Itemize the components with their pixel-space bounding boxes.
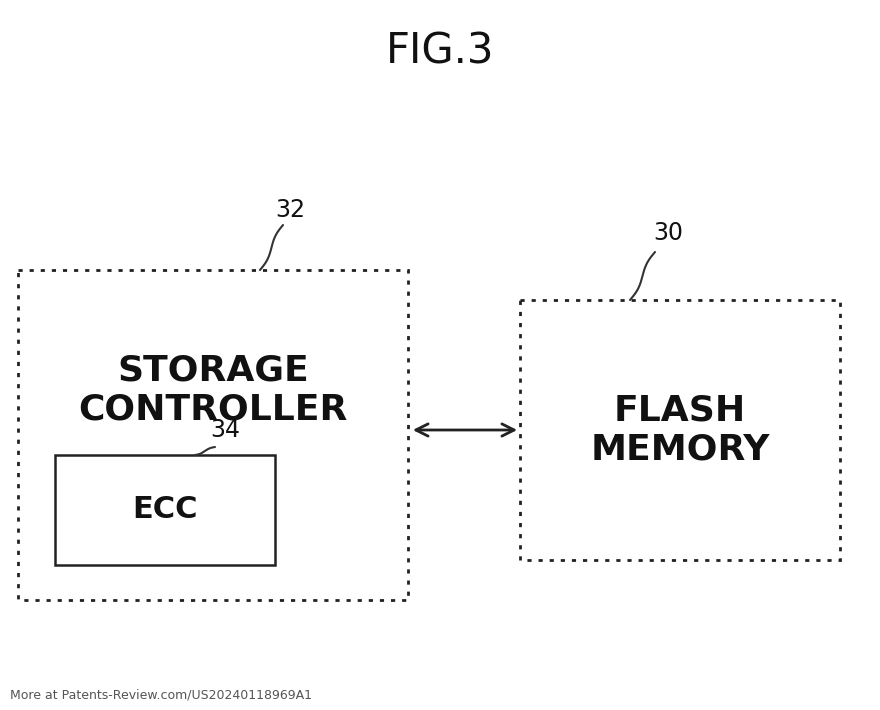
Bar bbox=[55, 455, 275, 565]
Text: More at Patents-Review.com/US20240118969A1: More at Patents-Review.com/US20240118969… bbox=[10, 689, 312, 702]
Text: 32: 32 bbox=[275, 198, 305, 222]
Text: 34: 34 bbox=[210, 418, 240, 442]
Bar bbox=[18, 270, 408, 600]
Text: FLASH
MEMORY: FLASH MEMORY bbox=[590, 393, 770, 466]
Bar bbox=[520, 300, 840, 560]
Text: 30: 30 bbox=[653, 221, 683, 245]
Text: ECC: ECC bbox=[132, 496, 198, 525]
Text: FIG.3: FIG.3 bbox=[385, 31, 495, 73]
Text: STORAGE
CONTROLLER: STORAGE CONTROLLER bbox=[78, 354, 348, 427]
